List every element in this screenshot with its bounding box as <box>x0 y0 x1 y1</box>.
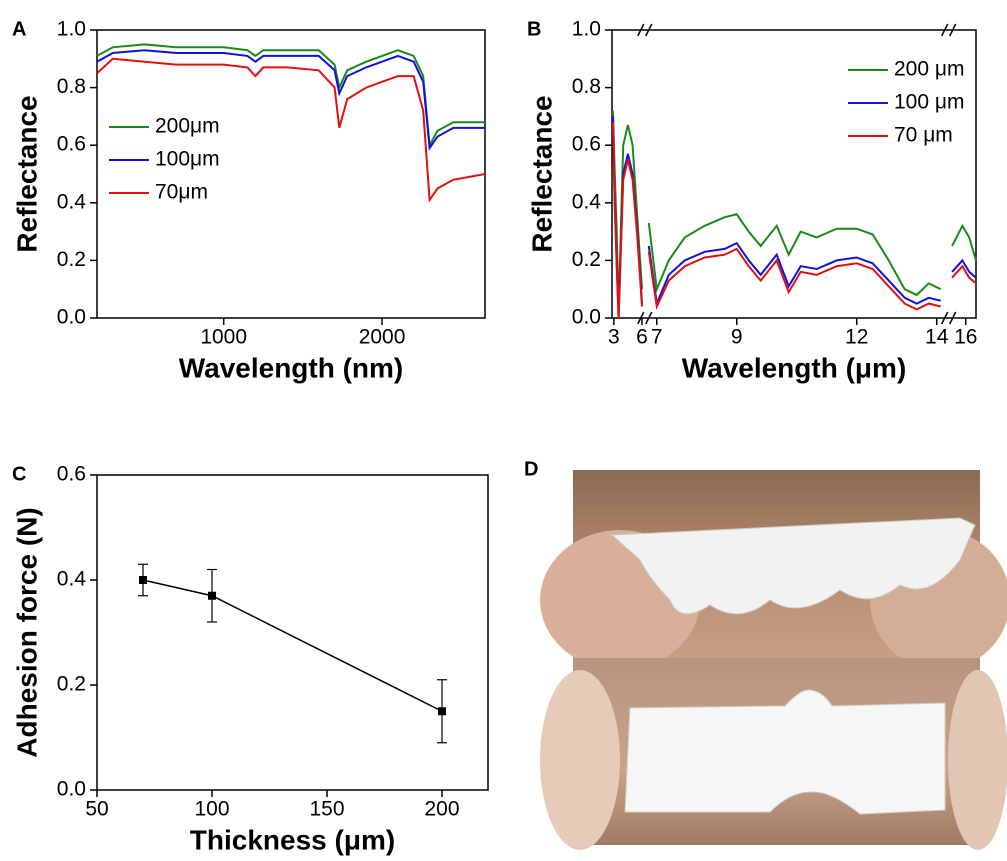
x-tick-label: 50 <box>85 798 108 821</box>
finger <box>948 670 1007 850</box>
y-axis-title: Reflectance <box>11 95 42 252</box>
series-line <box>613 122 976 318</box>
y-tick-label: 0.0 <box>57 778 86 801</box>
x-tick-label: 200 <box>424 798 459 821</box>
x-tick-label: 14 <box>925 326 949 349</box>
y-tick-label: 0.4 <box>57 568 87 591</box>
x-tick-label: 150 <box>309 798 344 821</box>
series-line <box>613 116 976 318</box>
x-tick-label: 12 <box>845 326 868 349</box>
plot-frame <box>97 475 488 790</box>
y-tick-label: 1.0 <box>57 18 86 41</box>
y-tick-label: 0.4 <box>57 190 87 213</box>
data-point <box>438 707 446 715</box>
x-axis-title: Thickness (μm) <box>190 824 395 855</box>
x-tick-label: 7 <box>651 326 663 349</box>
photo-panel: D <box>524 458 1007 850</box>
y-tick-label: 0.8 <box>572 75 601 98</box>
legend-label: 70 μm <box>894 124 953 147</box>
x-tick-label: 2000 <box>359 326 406 349</box>
x-tick-label: 1000 <box>200 326 247 349</box>
panel-label: B <box>527 18 541 40</box>
y-tick-label: 0.0 <box>572 306 601 329</box>
x-axis-title: Wavelength (nm) <box>179 352 404 383</box>
legend-label: 200μm <box>155 115 220 138</box>
y-tick-label: 0.2 <box>572 248 601 271</box>
panel-label: A <box>12 18 26 40</box>
x-tick-label: 9 <box>731 326 743 349</box>
series-line <box>143 580 442 711</box>
y-axis-title: Adhesion force (N) <box>11 507 42 757</box>
figure: D A 0.0 0.2 0.4 0.6 0.8 1.0 1000 2000 Wavelength … <box>0 0 1007 861</box>
legend-label: 200 μm <box>894 58 964 81</box>
x-axis-title: Wavelength (μm) <box>682 352 907 383</box>
x-tick-label: 3 <box>608 326 620 349</box>
legend-label: 100μm <box>155 148 220 171</box>
legend-label: 100 μm <box>894 91 964 114</box>
y-tick-label: 0.6 <box>572 133 601 156</box>
legend-label: 70μm <box>155 181 208 204</box>
finger <box>540 670 620 850</box>
panel-label: D <box>524 458 538 480</box>
y-tick-label: 0.0 <box>57 306 86 329</box>
data-point <box>139 576 147 584</box>
x-tick-label: 16 <box>954 326 977 349</box>
panel-label: C <box>12 463 26 485</box>
y-tick-label: 0.6 <box>57 133 86 156</box>
y-tick-label: 1.0 <box>572 18 601 41</box>
x-tick-label: 6 <box>636 326 648 349</box>
x-tick-label: 100 <box>194 798 229 821</box>
data-point <box>208 592 216 600</box>
y-tick-label: 0.2 <box>57 673 86 696</box>
y-tick-label: 0.2 <box>57 248 86 271</box>
y-axis-title: Reflectance <box>526 95 557 252</box>
y-tick-label: 0.8 <box>57 75 86 98</box>
flat-film <box>625 690 945 814</box>
y-tick-label: 0.6 <box>57 463 86 486</box>
y-tick-label: 0.4 <box>572 190 602 213</box>
